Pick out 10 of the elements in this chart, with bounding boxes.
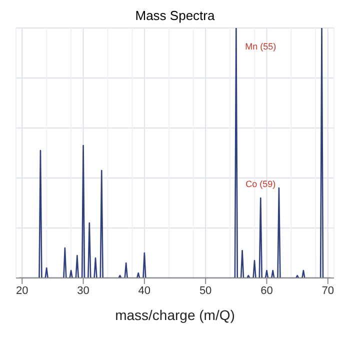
x-tick-label: 30 [77, 284, 90, 297]
x-axis-title: mass/charge (m/Q) [115, 307, 235, 323]
x-tick-label: 70 [322, 284, 334, 297]
x-tick-label: 50 [199, 284, 212, 297]
chart-title: Mass Spectra [134, 8, 216, 24]
annotation: Mn (55) [245, 41, 276, 52]
x-tick-label: 60 [260, 284, 273, 297]
x-tick-label: 20 [16, 284, 28, 297]
x-tick-label: 40 [138, 284, 151, 297]
annotation: Co (59) [246, 179, 276, 189]
